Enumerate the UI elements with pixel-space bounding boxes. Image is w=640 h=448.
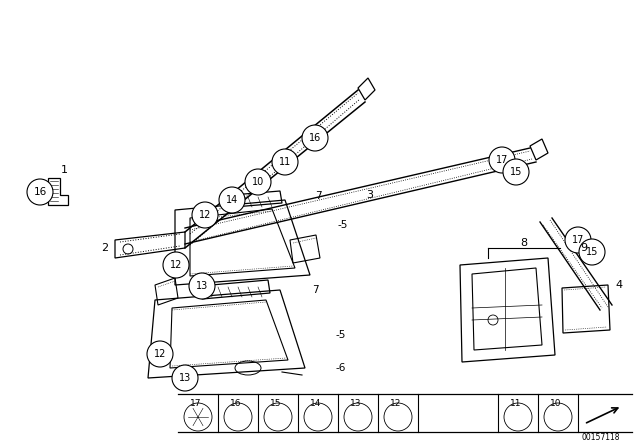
Text: 7: 7 (312, 285, 319, 295)
Text: 16: 16 (309, 133, 321, 143)
Circle shape (147, 341, 173, 367)
Text: 11: 11 (279, 157, 291, 167)
Text: 10: 10 (252, 177, 264, 187)
Text: 17: 17 (572, 235, 584, 245)
Text: 12: 12 (199, 210, 211, 220)
Text: -5: -5 (338, 220, 348, 230)
Text: 4: 4 (615, 280, 622, 290)
Text: 7: 7 (315, 191, 322, 201)
Text: 15: 15 (586, 247, 598, 257)
Text: 16: 16 (33, 187, 47, 197)
Text: 2: 2 (101, 243, 108, 253)
Text: 14: 14 (310, 399, 321, 408)
Text: 15: 15 (510, 167, 522, 177)
Circle shape (302, 125, 328, 151)
Text: -5: -5 (335, 330, 346, 340)
Circle shape (579, 239, 605, 265)
Text: 14: 14 (226, 195, 238, 205)
Text: -6: -6 (335, 363, 346, 373)
Circle shape (163, 252, 189, 278)
Text: 12: 12 (170, 260, 182, 270)
Text: 10: 10 (550, 399, 561, 408)
Text: 00157118: 00157118 (582, 433, 620, 442)
Circle shape (172, 365, 198, 391)
Circle shape (503, 159, 529, 185)
Circle shape (245, 169, 271, 195)
Circle shape (219, 187, 245, 213)
Text: 12: 12 (154, 349, 166, 359)
Text: 17: 17 (496, 155, 508, 165)
Text: 13: 13 (179, 373, 191, 383)
Circle shape (565, 227, 591, 253)
Text: 15: 15 (270, 399, 282, 408)
Circle shape (272, 149, 298, 175)
Text: 13: 13 (350, 399, 362, 408)
Text: 12: 12 (390, 399, 401, 408)
Text: 8: 8 (520, 238, 527, 248)
Circle shape (489, 147, 515, 173)
Text: 13: 13 (196, 281, 208, 291)
Circle shape (189, 273, 215, 299)
Circle shape (192, 202, 218, 228)
Text: 16: 16 (230, 399, 241, 408)
Text: 9: 9 (580, 243, 587, 253)
Circle shape (27, 179, 53, 205)
Text: 1: 1 (61, 165, 67, 175)
Text: 3: 3 (367, 190, 374, 200)
Text: 17: 17 (190, 399, 202, 408)
Text: 11: 11 (510, 399, 522, 408)
